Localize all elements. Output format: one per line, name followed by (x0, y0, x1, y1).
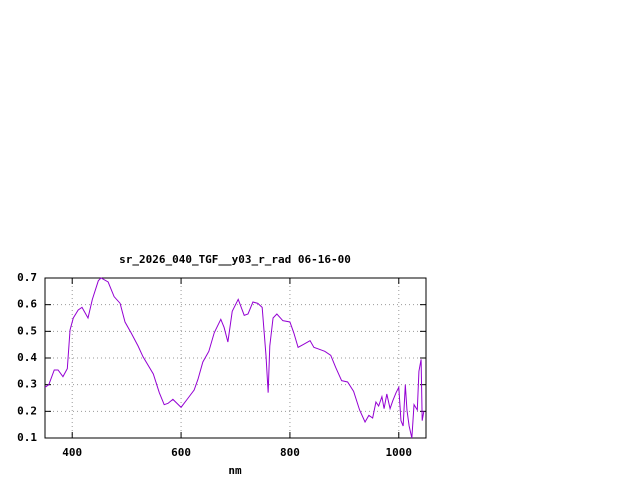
plot-border (44, 277, 427, 439)
y-tick-label: 0.1 (17, 431, 37, 444)
chart-title: sr_2026_040_TGF__y03_r_rad 06-16-00 (119, 253, 351, 266)
x-axis-label: nm (228, 464, 242, 477)
y-tick-label: 0.6 (17, 298, 37, 311)
y-tick-label: 0.5 (17, 324, 37, 337)
x-tick-label: 1000 (386, 446, 413, 459)
x-tick-label: 600 (171, 446, 191, 459)
y-tick-label: 0.2 (17, 404, 37, 417)
y-tick-label: 0.3 (17, 378, 37, 391)
x-tick-label: 400 (62, 446, 82, 459)
data-line (44, 277, 425, 439)
y-tick-label: 0.7 (17, 271, 37, 284)
y-tick-label: 0.4 (17, 351, 37, 364)
x-tick-label: 800 (280, 446, 300, 459)
